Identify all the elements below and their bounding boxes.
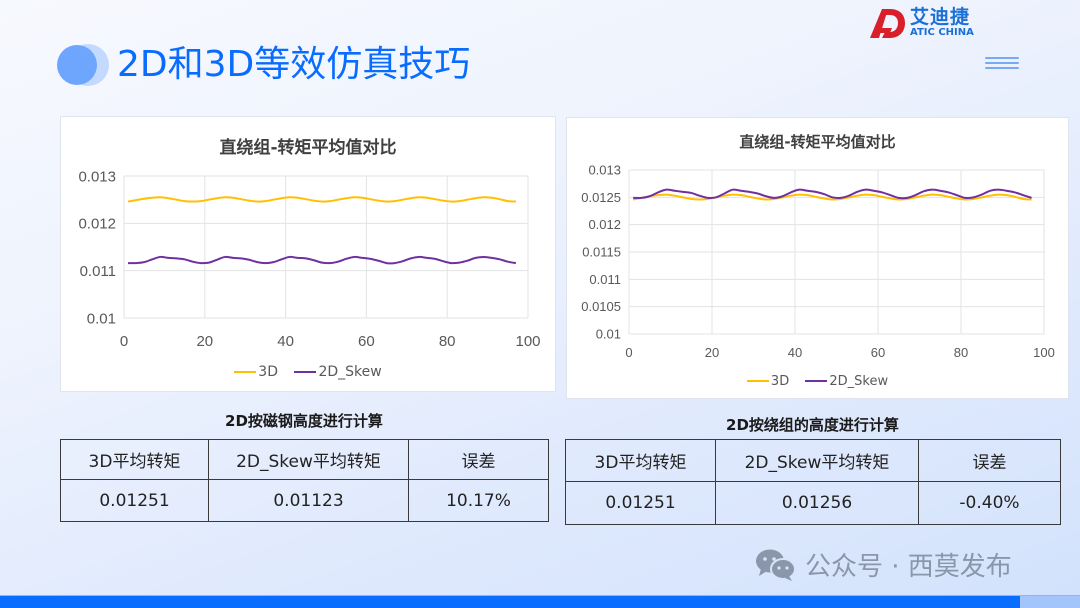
logo-en-text: ATIC CHINA — [910, 27, 974, 38]
header-cell: 误差 — [918, 439, 1061, 482]
cell-2d-skew-torque: 0.01256 — [715, 481, 919, 525]
svg-text:60: 60 — [358, 333, 375, 350]
header-cell: 误差 — [408, 439, 549, 480]
chart-title: 直绕组-转矩平均值对比 — [219, 138, 397, 158]
cell-2d-skew-torque: 0.01123 — [208, 479, 409, 522]
svg-text:0.0115: 0.0115 — [582, 245, 621, 260]
header-cell: 3D平均转矩 — [60, 439, 209, 480]
page-title-block: 2D和3D等效仿真技巧 — [57, 44, 470, 86]
logo-cn-text: 艾迪捷 — [910, 6, 971, 28]
svg-text:100: 100 — [1033, 345, 1055, 360]
table-caption: 2D按绕组的高度进行计算 — [726, 416, 899, 434]
comparison-table-left: 3D平均转矩 2D_Skew平均转矩 误差 0.01251 0.01123 10… — [60, 439, 549, 522]
svg-text:0.013: 0.013 — [78, 168, 116, 185]
svg-text:80: 80 — [954, 345, 968, 360]
table-header-row: 3D平均转矩 2D_Skew平均转矩 误差 — [60, 439, 549, 480]
atic-logo-icon — [870, 9, 905, 38]
table-caption: 2D按磁钢高度进行计算 — [225, 412, 383, 430]
cell-3d-torque: 0.01251 — [565, 481, 716, 525]
chart-panel-left: 直绕组-转矩平均值对比 0.01 0.011 0.012 0.013 0 20 40 60 80… — [60, 116, 556, 392]
table-row: 0.01251 0.01256 -0.40% — [565, 481, 1061, 525]
chart-title: 直绕组-转矩平均值对比 — [739, 133, 896, 151]
hamburger-menu-icon[interactable] — [985, 57, 1019, 72]
svg-text:0.01: 0.01 — [87, 310, 116, 327]
title-bubble-icon — [57, 44, 109, 86]
svg-text:0.011: 0.011 — [80, 263, 116, 280]
cell-error: -0.40% — [918, 481, 1061, 525]
watermark: 公众号 · 西莫发布 — [755, 546, 1012, 583]
legend-item-2d-skew: 2D_Skew — [294, 364, 382, 380]
page-title: 2D和3D等效仿真技巧 — [117, 44, 471, 85]
svg-text:0: 0 — [120, 333, 128, 350]
cell-3d-torque: 0.01251 — [60, 479, 209, 522]
series-line-3D — [127, 196, 516, 203]
watermark-text: 公众号 · 西莫发布 — [805, 552, 1012, 582]
wechat-icon — [756, 549, 796, 581]
svg-text:0.011: 0.011 — [589, 272, 621, 287]
svg-text:0.0105: 0.0105 — [581, 299, 621, 314]
svg-text:40: 40 — [788, 345, 802, 360]
svg-text:80: 80 — [439, 333, 456, 350]
comparison-table-right: 3D平均转矩 2D_Skew平均转矩 误差 0.01251 0.01256 -0… — [565, 439, 1061, 525]
cell-error: 10.17% — [408, 479, 549, 522]
series-line-2D_Skew — [128, 255, 517, 265]
chart-legend: 3D 2D_Skew — [61, 361, 555, 380]
line-chart-plot: 0.01 0.011 0.012 0.013 0 20 40 60 80 100 — [78, 168, 540, 350]
header-cell: 2D_Skew平均转矩 — [715, 439, 919, 482]
chart-legend: 3D 2D_Skew — [567, 371, 1068, 389]
svg-text:0.013: 0.013 — [588, 163, 621, 178]
chart-panel-right: 直绕组-转矩平均值对比 0.01 0.0105 0.011 0.0115 0.012 0.… — [566, 117, 1069, 399]
bottom-accent-bar — [0, 595, 1080, 608]
series-line-3D — [632, 193, 1032, 201]
svg-text:0.012: 0.012 — [78, 216, 116, 233]
table-header-row: 3D平均转矩 2D_Skew平均转矩 误差 — [565, 439, 1061, 482]
svg-text:0: 0 — [625, 345, 632, 360]
svg-text:40: 40 — [277, 333, 294, 350]
svg-text:0.012: 0.012 — [588, 217, 621, 232]
svg-text:100: 100 — [515, 333, 540, 350]
svg-text:0.01: 0.01 — [596, 327, 621, 342]
svg-text:60: 60 — [871, 345, 885, 360]
svg-text:20: 20 — [196, 333, 213, 350]
svg-text:20: 20 — [705, 345, 719, 360]
legend-item-3d: 3D — [234, 364, 278, 380]
series-line-2D_Skew — [633, 188, 1032, 200]
legend-item-2d-skew: 2D_Skew — [805, 374, 888, 389]
svg-text:0.0125: 0.0125 — [581, 190, 621, 205]
legend-item-3d: 3D — [746, 374, 789, 389]
table-row: 0.01251 0.01123 10.17% — [60, 479, 549, 522]
header-cell: 3D平均转矩 — [565, 439, 716, 482]
company-logo: 艾迪捷 ATIC CHINA — [868, 6, 974, 40]
line-chart-plot: 0.01 0.0105 0.011 0.0115 0.012 0.0125 0.013 0 20… — [581, 163, 1055, 360]
header-cell: 2D_Skew平均转矩 — [208, 439, 409, 480]
